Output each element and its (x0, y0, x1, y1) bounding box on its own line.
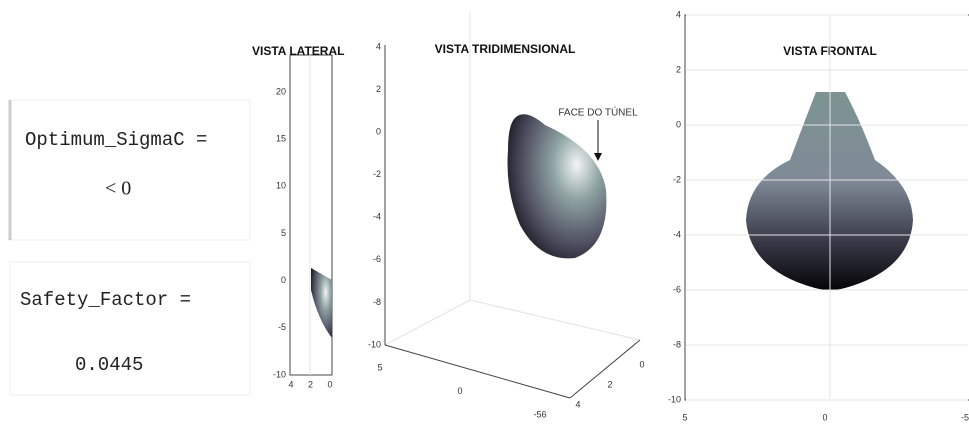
axis (570, 340, 640, 398)
tick-label: -5 (961, 412, 969, 422)
screenshot: Optimum_SigmaC = < 0 Safety_Factor = 0.0… (0, 0, 969, 428)
tick-label: -10 (368, 339, 381, 349)
console-box (10, 100, 250, 240)
tick-label: -6 (373, 254, 381, 264)
panel-title: VISTA TRIDIMENSIONAL (435, 42, 576, 56)
tick-label: 2 (676, 64, 681, 74)
annotation: FACE DO TÚNEL (558, 106, 638, 119)
output-value: 0.0445 (75, 354, 143, 376)
tick-label: -56 (533, 409, 546, 419)
surface (311, 268, 332, 338)
tick-label: 0 (281, 275, 286, 285)
surface (508, 114, 607, 258)
3d-view: VISTA TRIDIMENSIONAL FACE DO TÚNEL (385, 12, 640, 398)
tick-label: 0 (457, 386, 462, 396)
tick-label: 4 (575, 399, 580, 409)
tick-label: 0 (376, 127, 381, 137)
tick-label: -2 (373, 169, 381, 179)
output-label: Safety_Factor = (20, 289, 191, 311)
tick-label: 0 (676, 119, 681, 129)
tick-label: 5 (682, 412, 687, 422)
tick-label: 5 (377, 362, 382, 372)
tick-label: 4 (376, 41, 381, 51)
tick-label: -5 (278, 322, 286, 332)
grid-line (385, 300, 470, 345)
tick-label: 0 (822, 412, 827, 422)
tick-label: 15 (276, 134, 286, 144)
arrow-head (594, 153, 602, 161)
axis (385, 345, 570, 398)
output-label: Optimum_SigmaC = (25, 129, 207, 151)
tick-label: 2 (308, 379, 313, 389)
tick-label: 2 (376, 84, 381, 94)
lateral-view: VISTA LATERAL (252, 44, 344, 375)
console: Optimum_SigmaC = < 0 Safety_Factor = 0.0… (10, 100, 250, 395)
tick-label: -10 (273, 369, 286, 379)
tick-label: -4 (373, 212, 381, 222)
tick-label: 2 (607, 379, 612, 389)
frontal-view: VISTA FRONTAL (685, 15, 969, 400)
tick-label: 20 (276, 86, 286, 96)
tick-label: 0 (639, 359, 644, 369)
tick-label: -2 (673, 174, 681, 184)
grid-line (470, 300, 640, 340)
tick-label: -10 (668, 394, 681, 404)
tick-label: 10 (276, 181, 286, 191)
tick-label: -4 (673, 229, 681, 239)
tick-label: 5 (281, 228, 286, 238)
tick-label: -8 (373, 297, 381, 307)
tick-label: -8 (673, 339, 681, 349)
tick-label: 4 (676, 9, 681, 19)
tick-label: 0 (327, 379, 332, 389)
tick-label: -6 (673, 284, 681, 294)
tick-label: 4 (288, 379, 293, 389)
output-value: < 0 (105, 178, 131, 200)
panel-title: VISTA LATERAL (252, 44, 344, 58)
